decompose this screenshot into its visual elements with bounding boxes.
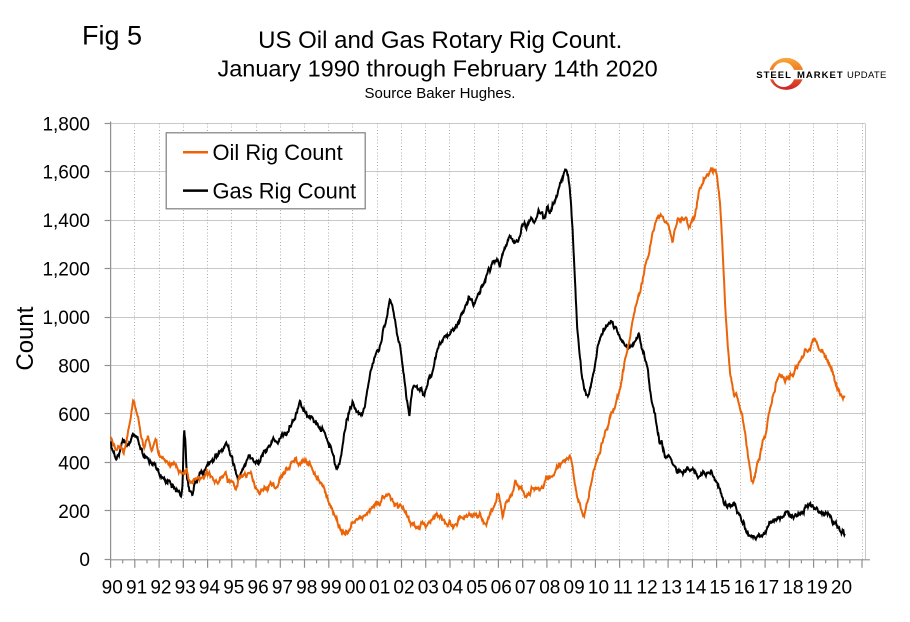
svg-text:Fig 5: Fig 5 — [82, 21, 142, 51]
svg-text:800: 800 — [58, 357, 90, 378]
svg-text:0: 0 — [79, 550, 90, 571]
svg-text:95: 95 — [223, 577, 244, 598]
svg-text:1,200: 1,200 — [42, 260, 90, 281]
svg-text:03: 03 — [418, 577, 439, 598]
svg-text:91: 91 — [126, 577, 147, 598]
svg-text:12: 12 — [637, 577, 658, 598]
svg-text:07: 07 — [515, 577, 536, 598]
svg-text:January 1990 through February: January 1990 through February 14th 2020 — [217, 56, 657, 82]
svg-text:1,600: 1,600 — [42, 163, 90, 184]
svg-text:19: 19 — [807, 577, 828, 598]
svg-text:UPDATE: UPDATE — [847, 70, 887, 81]
svg-text:Oil Rig Count: Oil Rig Count — [213, 140, 343, 165]
svg-text:97: 97 — [272, 577, 293, 598]
svg-text:08: 08 — [539, 577, 560, 598]
svg-text:99: 99 — [320, 577, 341, 598]
svg-text:Gas Rig Count: Gas Rig Count — [213, 179, 357, 204]
svg-text:05: 05 — [466, 577, 487, 598]
svg-text:09: 09 — [564, 577, 585, 598]
svg-text:11: 11 — [613, 577, 633, 598]
svg-text:200: 200 — [58, 502, 90, 523]
svg-text:15: 15 — [709, 577, 730, 598]
svg-text:01: 01 — [369, 577, 390, 598]
svg-text:600: 600 — [58, 405, 90, 426]
svg-text:93: 93 — [175, 577, 196, 598]
svg-text:92: 92 — [150, 577, 171, 598]
svg-text:STEEL: STEEL — [756, 70, 792, 81]
svg-text:1,000: 1,000 — [42, 308, 90, 329]
svg-text:14: 14 — [685, 577, 707, 598]
svg-text:400: 400 — [58, 453, 90, 474]
svg-text:Count: Count — [12, 306, 39, 370]
svg-text:04: 04 — [442, 577, 464, 598]
svg-text:17: 17 — [758, 577, 779, 598]
svg-text:20: 20 — [831, 577, 852, 598]
svg-text:94: 94 — [199, 577, 221, 598]
svg-text:MARKET: MARKET — [797, 70, 844, 81]
svg-text:96: 96 — [248, 577, 269, 598]
svg-text:13: 13 — [661, 577, 682, 598]
svg-text:16: 16 — [734, 577, 755, 598]
svg-text:US Oil and Gas Rotary Rig Coun: US Oil and Gas Rotary Rig Count. — [258, 27, 622, 54]
svg-text:06: 06 — [491, 577, 512, 598]
svg-text:90: 90 — [102, 577, 123, 598]
svg-text:02: 02 — [393, 577, 414, 598]
svg-text:18: 18 — [782, 577, 803, 598]
svg-text:00: 00 — [345, 577, 366, 598]
svg-text:1,400: 1,400 — [42, 211, 90, 232]
svg-text:98: 98 — [296, 577, 317, 598]
svg-text:Source Baker Hughes.: Source Baker Hughes. — [365, 85, 516, 102]
svg-text:10: 10 — [588, 577, 609, 598]
svg-text:1,800: 1,800 — [42, 114, 90, 135]
